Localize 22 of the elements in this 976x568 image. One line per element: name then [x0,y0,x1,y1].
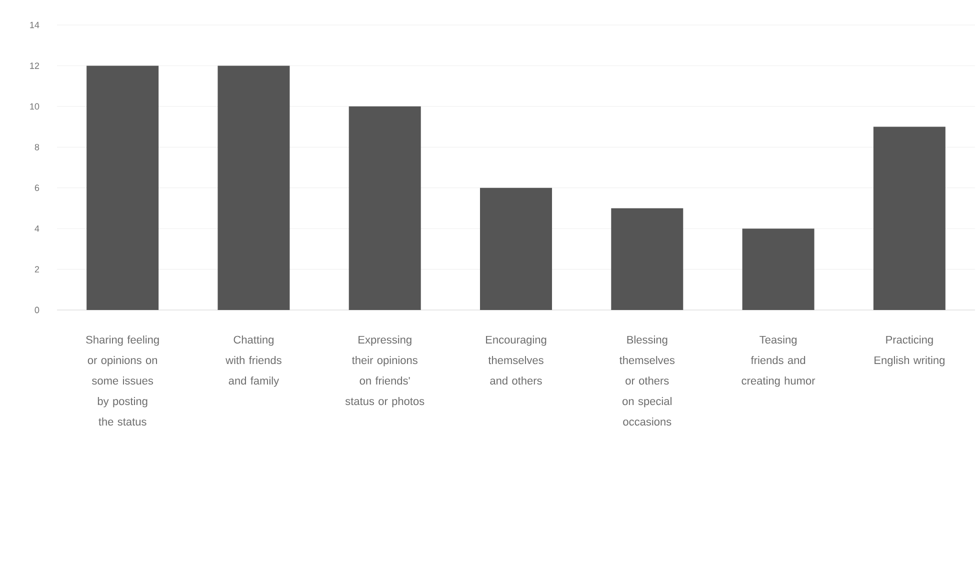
x-tick-label: Expressing their opinions on friends' status or photos [345,336,424,408]
x-tick-label: Sharing feeling or opinions on some issues by posting the status [86,336,159,426]
bar [611,208,684,310]
y-tick-label: 2 [34,266,40,272]
y-tick-label: 14 [30,22,40,28]
y-tick-label: 12 [30,62,40,69]
y-tick-label: 6 [34,184,40,192]
y-tick-label: 10 [30,103,40,110]
y-tick-label: 8 [34,144,40,150]
x-tick-label: Blessing themselves or others on special occasions [620,336,675,426]
bar [218,66,290,310]
bar [86,66,159,310]
bar [742,228,814,310]
x-tick-label: Practicing English writing [874,336,944,366]
y-tick-label: 4 [34,225,40,232]
x-tick-label: Encouraging themselves and others [486,336,546,385]
bar [348,106,421,310]
bar [480,188,552,310]
x-tick-label: Teasing friends and creating humor [742,336,816,387]
bar [873,126,946,310]
x-tick-label: Chatting with friends and family [226,336,282,387]
y-tick-label: 0 [34,306,40,314]
